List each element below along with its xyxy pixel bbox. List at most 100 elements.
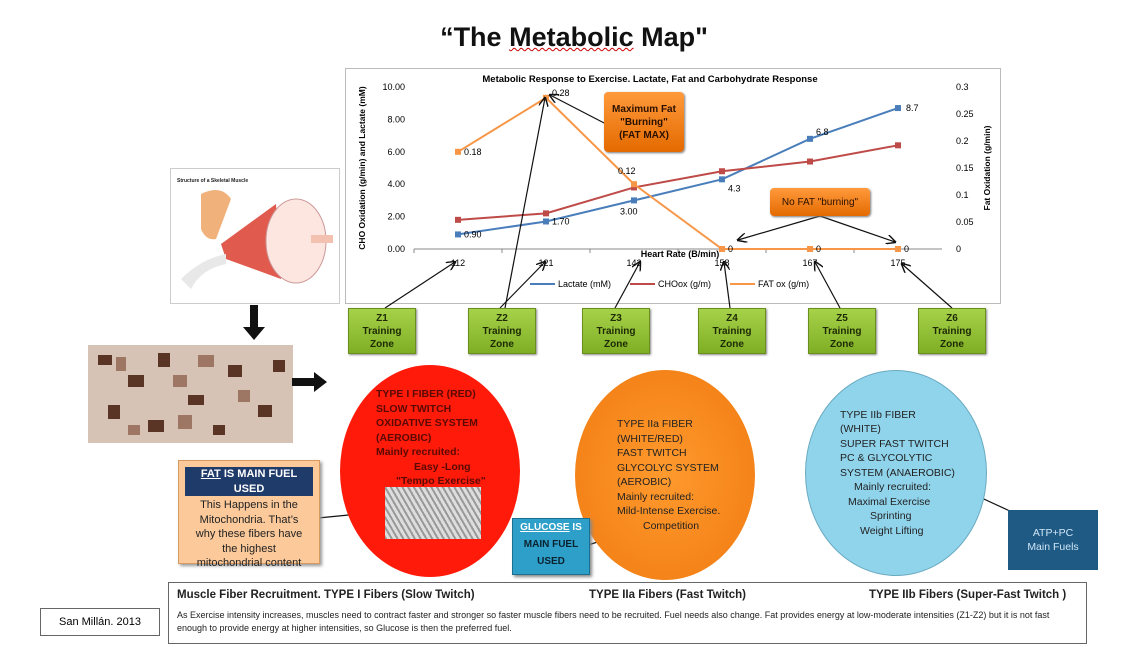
zone-label: Training bbox=[482, 325, 522, 337]
arrow-z1 bbox=[384, 262, 455, 309]
y-left-tick-label: 10.00 bbox=[382, 82, 405, 92]
y-right-tick-label: 0.05 bbox=[956, 217, 974, 227]
data-label: 8.7 bbox=[906, 103, 919, 113]
x-axis-label: Heart Rate (B/min) bbox=[641, 249, 720, 259]
fat-fuel-box: FAT IS MAIN FUEL USED This Happens in th… bbox=[178, 460, 320, 569]
no-fat-callout: No FAT "burning" bbox=[770, 188, 870, 216]
y-left-tick-label: 6.00 bbox=[387, 147, 405, 157]
arrow-z2-fatmax bbox=[504, 98, 545, 309]
y-left-tick-label: 8.00 bbox=[387, 114, 405, 124]
mitochondria-image bbox=[385, 487, 481, 539]
y-right-tick-label: 0.2 bbox=[956, 136, 969, 146]
arrow-z5 bbox=[815, 262, 841, 309]
data-point bbox=[895, 246, 901, 252]
arrow-nofat-1 bbox=[738, 215, 821, 240]
y-right-axis-label: Fat Oxidation (g/min) bbox=[982, 125, 992, 210]
arrows bbox=[384, 95, 1013, 513]
y-left-tick-label: 0.00 bbox=[387, 244, 405, 254]
data-label: 0.18 bbox=[464, 147, 482, 157]
zone-label: Training bbox=[932, 325, 972, 337]
training-zone-2: Z2 Training Zone bbox=[468, 308, 536, 354]
y-left-axis-label: CHO Oxidation (g/min) and Lactate (mM) bbox=[357, 86, 367, 250]
glucose-fuel-box: GLUCOSE IS MAIN FUEL USED bbox=[512, 518, 590, 575]
zone-label: Z3 bbox=[610, 312, 622, 324]
arrow-z4 bbox=[724, 262, 731, 309]
zone-label: Training bbox=[362, 325, 402, 337]
data-label: 4.3 bbox=[728, 183, 741, 193]
zone-label: Zone bbox=[940, 338, 964, 350]
zone-label: Training bbox=[712, 325, 752, 337]
data-point bbox=[455, 231, 461, 238]
author-credit: San Millán. 2013 bbox=[40, 608, 160, 636]
training-zone-3: Z3 Training Zone bbox=[582, 308, 650, 354]
right-arrow-icon bbox=[292, 372, 327, 392]
data-label: 1.70 bbox=[552, 216, 570, 226]
y-right-tick-label: 0.15 bbox=[956, 163, 974, 173]
training-zone-1: Z1 Training Zone bbox=[348, 308, 416, 354]
muscle-image-title: Structure of a Skeletal Muscle bbox=[177, 178, 248, 184]
page-title: “The Metabolic Map" bbox=[440, 22, 708, 52]
series-line-2 bbox=[457, 96, 898, 250]
data-label: 0.12 bbox=[618, 166, 636, 176]
type2a-fiber-ellipse: TYPE IIa FIBER (WHITE/RED) FAST TWITCH GLYC… bbox=[575, 370, 755, 580]
arrow-z3 bbox=[614, 262, 640, 309]
data-label: 6.8 bbox=[816, 127, 829, 137]
y-right-tick-label: 0.3 bbox=[956, 82, 969, 92]
arrow-fatmax bbox=[550, 95, 609, 126]
skeletal-muscle-illustration: Structure of a Skeletal Muscle bbox=[170, 168, 340, 304]
data-point bbox=[807, 158, 813, 165]
zone-label: Z5 bbox=[836, 312, 848, 324]
zone-label: Zone bbox=[720, 338, 744, 350]
data-label: 0.28 bbox=[552, 88, 570, 98]
data-point bbox=[631, 184, 637, 191]
zone-label: Z6 bbox=[946, 312, 958, 324]
data-label: 0 bbox=[728, 244, 733, 254]
zone-label: Training bbox=[596, 325, 636, 337]
data-point bbox=[455, 216, 461, 223]
data-point bbox=[543, 94, 549, 101]
atp-pc-fuel-box: ATP+PC Main Fuels bbox=[1008, 510, 1098, 570]
x-tick-label: 175 bbox=[890, 258, 905, 268]
zone-label: Zone bbox=[604, 338, 628, 350]
training-zone-4: Z4 Training Zone bbox=[698, 308, 766, 354]
data-point bbox=[719, 168, 725, 175]
data-label: 0 bbox=[816, 244, 821, 254]
y-right-tick-label: 0.1 bbox=[956, 190, 969, 200]
x-tick-label: 158 bbox=[714, 258, 729, 268]
data-point bbox=[631, 181, 637, 188]
data-point bbox=[719, 176, 725, 183]
type2b-fiber-ellipse: TYPE IIb FIBER (WHITE) SUPER FAST TWITCH PC… bbox=[805, 370, 987, 576]
data-label: 0 bbox=[904, 244, 909, 254]
zone-label: Z4 bbox=[726, 312, 738, 324]
legend-label: FAT ox (g/m) bbox=[758, 279, 809, 289]
data-point bbox=[807, 246, 813, 252]
data-point bbox=[543, 210, 549, 217]
data-point bbox=[895, 142, 901, 149]
arrow-nofat-2 bbox=[819, 215, 895, 242]
down-arrow-icon bbox=[243, 305, 265, 340]
data-point bbox=[543, 218, 549, 225]
y-right-tick-label: 0 bbox=[956, 244, 961, 254]
x-tick-label: 112 bbox=[451, 258, 465, 268]
legend-label: CHOox (g/m) bbox=[658, 279, 711, 289]
recruitment-caption-box: Muscle Fiber Recruitment. TYPE I Fibers … bbox=[168, 582, 1087, 644]
data-point bbox=[807, 135, 813, 142]
data-label: 3.00 bbox=[620, 206, 638, 216]
training-zone-6: Z6 Training Zone bbox=[918, 308, 986, 354]
zone-label: Zone bbox=[830, 338, 854, 350]
zone-label: Z1 bbox=[376, 312, 388, 324]
type1-fiber-ellipse: TYPE I FIBER (RED) SLOW TWITCH OXIDATIVE S… bbox=[340, 365, 520, 577]
zone-label: Training bbox=[822, 325, 862, 337]
chart-title: Metabolic Response to Exercise. Lactate,… bbox=[482, 74, 817, 85]
series-line-1 bbox=[457, 144, 899, 221]
data-label: 0.90 bbox=[464, 229, 482, 239]
data-point bbox=[895, 105, 901, 112]
data-point bbox=[455, 148, 461, 155]
muscle-histology-image bbox=[88, 345, 293, 443]
data-point bbox=[631, 197, 637, 204]
zone-label: Zone bbox=[490, 338, 514, 350]
y-left-tick-label: 4.00 bbox=[387, 179, 405, 189]
series-line-0 bbox=[457, 107, 899, 236]
